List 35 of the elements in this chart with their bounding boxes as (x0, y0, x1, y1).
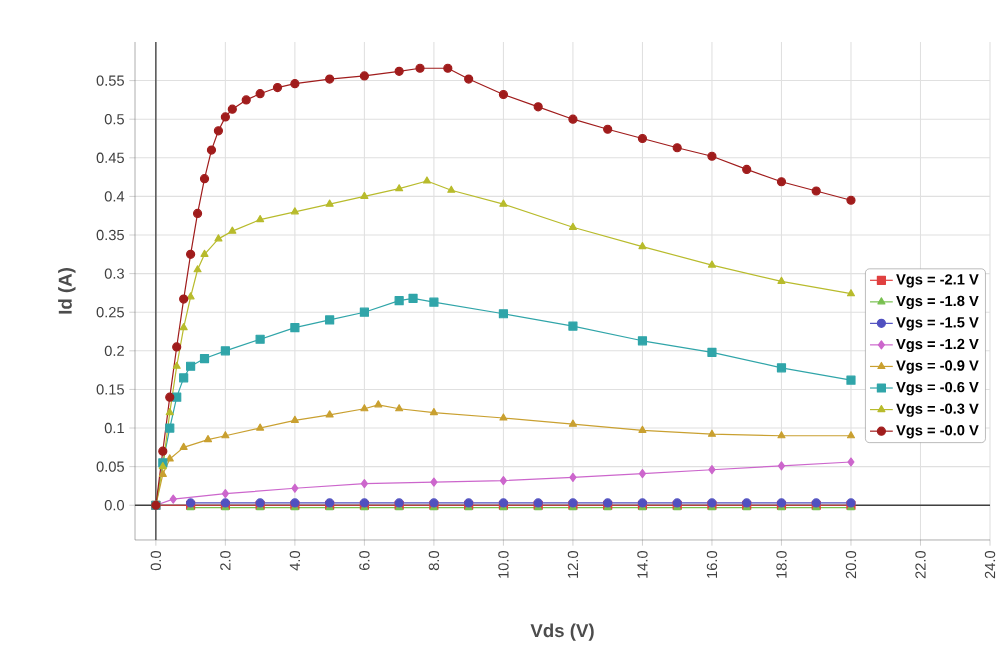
y-tick-label: 0.55 (96, 75, 124, 86)
legend-label: Vgs = -0.3 V (896, 403, 979, 417)
x-tick-label: 4.0 (289, 550, 301, 571)
y-axis-title: Id (A) (58, 268, 76, 314)
legend-label: Vgs = -2.1 V (896, 274, 979, 288)
legend-label: Vgs = -1.8 V (896, 295, 979, 310)
legend-label: Vgs = -0.0 V (896, 425, 979, 439)
legend-label: Vgs = -1.5 V (896, 317, 979, 331)
x-tick-label: 0.0 (150, 550, 162, 571)
y-tick-label: 0.4 (104, 191, 125, 202)
x-tick-label: 10.0 (498, 550, 509, 578)
legend-label: Vgs = -0.9 V (896, 360, 979, 374)
x-tick-label: 24.0 (984, 550, 996, 579)
legend-label: Vgs = -0.6 V (896, 381, 979, 396)
y-tick-label: 0.5 (104, 114, 124, 125)
y-tick-label: 0.1 (104, 422, 124, 434)
x-tick-label: 12.0 (567, 550, 579, 578)
x-tick-label: 16.0 (706, 550, 718, 578)
x-tick-label: 18.0 (776, 550, 787, 578)
y-tick-label: 0.25 (96, 307, 124, 318)
y-tick-label: 0.35 (96, 229, 124, 241)
x-tick-label: 8.0 (428, 550, 440, 571)
x-axis-title: Vds (V) (530, 623, 594, 641)
y-tick-label: 0.0 (104, 500, 125, 511)
y-tick-label: 0.3 (104, 268, 124, 279)
x-tick-label: 2.0 (220, 550, 231, 571)
y-tick-label: 0.2 (104, 345, 124, 357)
y-tick-label: 0.05 (96, 461, 124, 472)
x-tick-label: 6.0 (359, 550, 370, 571)
y-tick-label: 0.15 (96, 384, 124, 395)
x-tick-label: 20.0 (845, 550, 857, 579)
x-tick-label: 22.0 (915, 550, 926, 579)
legend-label: Vgs = -1.2 V (896, 338, 979, 353)
y-tick-label: 0.45 (96, 152, 124, 163)
x-tick-label: 14.0 (637, 550, 648, 578)
